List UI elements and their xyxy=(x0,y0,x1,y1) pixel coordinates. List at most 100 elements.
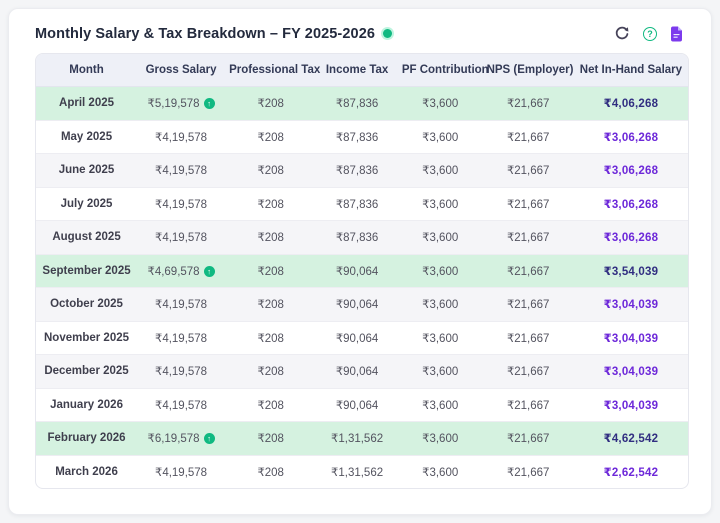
column-header: Month xyxy=(36,54,138,87)
column-header: Net In-Hand Salary xyxy=(573,54,688,87)
income-tax-cell: ₹90,064 xyxy=(316,320,398,355)
professional-tax-cell: ₹208 xyxy=(225,253,317,288)
pf-contribution-cell: ₹3,600 xyxy=(397,387,483,422)
net-in-hand-cell: ₹3,06,268 xyxy=(573,119,688,154)
income-tax-cell: ₹90,064 xyxy=(316,387,398,422)
table-row: December 2025 ₹4,19,578 ₹208 ₹90,064 ₹3,… xyxy=(36,354,688,388)
gross-salary-cell: ₹4,19,578 xyxy=(137,220,226,254)
professional-tax-cell: ₹208 xyxy=(225,287,317,321)
pf-contribution-cell: ₹3,600 xyxy=(397,153,483,187)
table-row: May 2025 ₹4,19,578 ₹208 ₹87,836 ₹3,600 ₹… xyxy=(36,119,688,154)
table-row: July 2025 ₹4,19,578 ₹208 ₹87,836 ₹3,600 … xyxy=(36,186,688,221)
pf-contribution-cell: ₹3,600 xyxy=(397,421,483,455)
card-header: Monthly Salary & Tax Breakdown – FY 2025… xyxy=(9,9,711,53)
month-cell: October 2025 xyxy=(36,287,138,321)
month-cell: November 2025 xyxy=(36,320,138,355)
income-tax-cell: ₹90,064 xyxy=(316,354,398,388)
nps-employer-cell: ₹21,667 xyxy=(482,320,574,355)
table-row: June 2025 ₹4,19,578 ₹208 ₹87,836 ₹3,600 … xyxy=(36,153,688,187)
gross-salary-cell: ₹4,19,578 xyxy=(137,454,226,488)
gross-salary-cell: ₹4,19,578 xyxy=(137,186,226,221)
nps-employer-cell: ₹21,667 xyxy=(482,253,574,288)
column-header: Income Tax xyxy=(316,54,398,87)
gross-info-icon: ↑ xyxy=(203,265,215,277)
professional-tax-cell: ₹208 xyxy=(225,320,317,355)
net-in-hand-cell: ₹3,54,039 xyxy=(573,253,688,288)
nps-employer-cell: ₹21,667 xyxy=(482,454,574,488)
column-header: PF Contribution xyxy=(397,54,489,87)
refresh-button[interactable] xyxy=(614,25,630,42)
export-file-icon xyxy=(671,26,682,41)
pf-contribution-cell: ₹3,600 xyxy=(397,454,483,488)
month-cell: January 2026 xyxy=(36,387,138,422)
pf-contribution-cell: ₹3,600 xyxy=(397,186,483,221)
professional-tax-cell: ₹208 xyxy=(225,86,317,120)
gross-value: ₹4,19,578 xyxy=(155,165,208,178)
gross-salary-cell: ₹5,19,578 ↑ xyxy=(137,86,226,120)
net-in-hand-cell: ₹4,06,268 xyxy=(573,86,688,120)
income-tax-cell: ₹1,31,562 xyxy=(316,421,398,455)
month-cell: July 2025 xyxy=(36,186,138,221)
header-actions: ? xyxy=(614,25,687,42)
gross-salary-cell: ₹4,69,578 ↑ xyxy=(137,253,226,288)
gross-salary-cell: ₹4,19,578 xyxy=(137,119,226,154)
table-row: August 2025 ₹4,19,578 ₹208 ₹87,836 ₹3,60… xyxy=(36,220,688,254)
gross-value: ₹6,19,578 xyxy=(147,433,200,446)
month-cell: April 2025 xyxy=(36,86,138,120)
refresh-icon xyxy=(615,26,629,39)
gross-value: ₹5,19,578 xyxy=(147,98,200,111)
month-cell: June 2025 xyxy=(36,153,138,187)
net-in-hand-cell: ₹4,62,542 xyxy=(573,421,688,455)
export-button[interactable] xyxy=(670,25,683,42)
income-tax-cell: ₹87,836 xyxy=(316,153,398,187)
pf-contribution-cell: ₹3,600 xyxy=(397,86,483,120)
month-cell: February 2026 xyxy=(36,421,138,455)
table-row: April 2025 ₹5,19,578 ↑ ₹208 ₹87,836 ₹3,60… xyxy=(36,86,688,120)
table-header-row: Month Gross Salary Professional Tax Income … xyxy=(36,54,688,87)
pf-contribution-cell: ₹3,600 xyxy=(397,354,483,388)
gross-value: ₹4,19,578 xyxy=(155,198,208,211)
pf-contribution-cell: ₹3,600 xyxy=(397,287,483,321)
net-in-hand-cell: ₹3,04,039 xyxy=(573,387,688,422)
net-in-hand-cell: ₹3,06,268 xyxy=(573,153,688,187)
professional-tax-cell: ₹208 xyxy=(225,186,317,221)
income-tax-cell: ₹90,064 xyxy=(316,287,398,321)
gross-info-icon: ↑ xyxy=(203,98,215,110)
month-cell: August 2025 xyxy=(36,220,138,254)
gross-salary-cell: ₹4,19,578 xyxy=(137,387,226,422)
gross-info-icon: ↑ xyxy=(203,433,215,445)
professional-tax-cell: ₹208 xyxy=(225,354,317,388)
pf-contribution-cell: ₹3,600 xyxy=(397,220,483,254)
gross-value: ₹4,19,578 xyxy=(155,399,208,412)
gross-value: ₹4,19,578 xyxy=(155,299,208,312)
gross-value: ₹4,69,578 xyxy=(147,265,200,278)
net-in-hand-cell: ₹3,04,039 xyxy=(573,354,688,388)
professional-tax-cell: ₹208 xyxy=(225,421,317,455)
gross-salary-cell: ₹6,19,578 ↑ xyxy=(137,421,226,455)
salary-breakdown-card: Monthly Salary & Tax Breakdown – FY 2025… xyxy=(8,8,712,515)
table-body: April 2025 ₹5,19,578 ↑ ₹208 ₹87,836 ₹3,60… xyxy=(36,86,688,488)
nps-employer-cell: ₹21,667 xyxy=(482,287,574,321)
net-in-hand-cell: ₹3,04,039 xyxy=(573,320,688,355)
gross-value: ₹4,19,578 xyxy=(155,366,208,379)
professional-tax-cell: ₹208 xyxy=(225,454,317,488)
net-in-hand-cell: ₹3,06,268 xyxy=(573,186,688,221)
gross-value: ₹4,19,578 xyxy=(155,232,208,245)
gross-value: ₹4,19,578 xyxy=(155,466,208,479)
column-header: Professional Tax xyxy=(225,54,320,87)
gross-value: ₹4,19,578 xyxy=(155,332,208,345)
title-wrap: Monthly Salary & Tax Breakdown – FY 2025… xyxy=(35,26,393,42)
nps-employer-cell: ₹21,667 xyxy=(482,421,574,455)
month-cell: December 2025 xyxy=(36,354,138,388)
income-tax-cell: ₹90,064 xyxy=(316,253,398,288)
professional-tax-cell: ₹208 xyxy=(225,387,317,422)
table-row: February 2026 ₹6,19,578 ↑ ₹208 ₹1,31,562 … xyxy=(36,421,688,455)
income-tax-cell: ₹87,836 xyxy=(316,86,398,120)
gross-salary-cell: ₹4,19,578 xyxy=(137,153,226,187)
net-in-hand-cell: ₹3,04,039 xyxy=(573,287,688,321)
professional-tax-cell: ₹208 xyxy=(225,220,317,254)
nps-employer-cell: ₹21,667 xyxy=(482,86,574,120)
help-button[interactable]: ? xyxy=(643,25,657,42)
pf-contribution-cell: ₹3,600 xyxy=(397,119,483,154)
status-dot-icon xyxy=(383,29,393,38)
